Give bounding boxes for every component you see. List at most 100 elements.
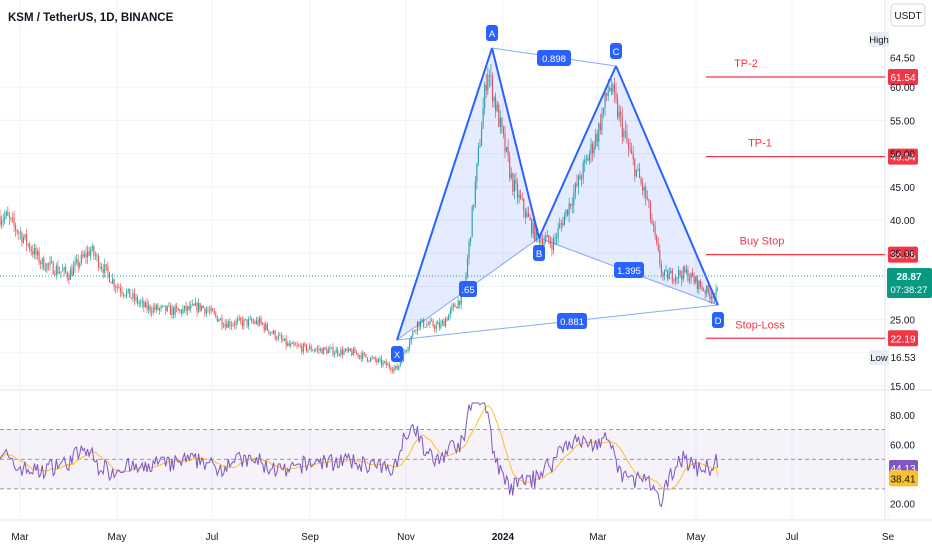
candle-body	[321, 348, 323, 354]
candle-body	[667, 270, 669, 280]
candle-body	[2, 219, 4, 222]
candle-body	[276, 338, 278, 340]
candle-body	[185, 305, 187, 311]
candle-body	[277, 335, 279, 340]
candle-body	[327, 349, 329, 354]
price-tick: 45.00	[890, 183, 915, 194]
candle-body	[709, 292, 711, 299]
candle-body	[61, 270, 64, 272]
candle-body	[351, 351, 353, 356]
candle-body	[266, 323, 268, 331]
candle-body	[649, 201, 651, 219]
candle-body	[693, 276, 695, 283]
candle-body	[60, 271, 62, 273]
candle-body	[99, 267, 101, 269]
candle-body	[513, 179, 515, 192]
candle-body	[165, 305, 167, 312]
candle-body	[1, 221, 3, 225]
candle-body	[446, 318, 448, 321]
pattern-labels: X A B C D 0.898 1.395 0.881 .65	[391, 25, 724, 362]
candle-body	[205, 310, 207, 314]
candle-body	[548, 235, 550, 242]
candle-body	[499, 117, 501, 127]
candle-body	[629, 147, 631, 151]
candle-body	[119, 288, 121, 292]
candle-body	[393, 367, 395, 372]
candle-body	[534, 222, 536, 241]
candle-body	[76, 259, 78, 263]
candle-body	[226, 323, 228, 328]
candle-body	[215, 313, 217, 317]
candle-body	[127, 288, 129, 292]
candle-body	[334, 352, 336, 355]
candle-body	[82, 254, 84, 257]
candle-body	[337, 349, 339, 355]
candle-body	[567, 209, 569, 216]
candle-body	[29, 244, 31, 250]
candle-body	[696, 276, 698, 289]
candle-body	[221, 318, 223, 326]
candle-body	[151, 311, 153, 313]
candle-body	[599, 123, 601, 131]
high-label-box	[869, 32, 889, 47]
candle-body	[571, 204, 573, 207]
candle-body	[471, 206, 473, 238]
candle-body	[568, 203, 570, 216]
candle-body	[710, 296, 712, 299]
candle-body	[104, 264, 106, 274]
candle-body	[301, 346, 303, 352]
candle-body	[158, 308, 161, 310]
candle-body	[588, 153, 590, 161]
candle-body	[646, 197, 648, 200]
candle-body	[366, 357, 368, 361]
candle-body	[362, 352, 364, 360]
candle-body	[13, 217, 15, 226]
candle-body	[398, 365, 400, 370]
candle-body	[32, 251, 34, 255]
candle-body	[640, 178, 642, 184]
candle-body	[304, 343, 306, 345]
candle-body	[182, 309, 184, 314]
rsi-tick: 60.00	[890, 440, 915, 451]
candle-body	[490, 75, 492, 77]
candle-body	[699, 280, 701, 287]
candle-body	[44, 269, 46, 271]
candle-body	[233, 324, 236, 326]
candle-body	[634, 159, 636, 177]
candle-body	[512, 173, 514, 192]
candle-body	[521, 198, 523, 200]
candle-body	[219, 318, 222, 321]
candle-body	[592, 143, 594, 154]
candle-body	[556, 237, 558, 239]
rsi-tick: 80.00	[890, 411, 915, 422]
candle-body	[293, 342, 295, 345]
pattern-ratio-box	[537, 50, 571, 66]
candle-body	[230, 325, 232, 327]
candle-body	[437, 322, 439, 325]
pattern-leg-cd	[615, 65, 719, 306]
currency-box[interactable]	[890, 3, 926, 27]
candle-body	[388, 364, 390, 368]
candle-body	[360, 355, 362, 360]
candle-body	[271, 332, 273, 334]
candle-body	[413, 331, 415, 332]
level-label: Buy Stop	[740, 236, 785, 248]
candle-body	[318, 348, 320, 351]
candle-body	[146, 302, 148, 310]
candle-body	[212, 308, 214, 312]
candle-body	[457, 300, 459, 309]
candle-body	[712, 296, 714, 299]
candle-body	[676, 277, 678, 278]
candle-body	[387, 364, 389, 366]
candle-body	[69, 269, 71, 280]
candle-body	[415, 330, 417, 332]
candle-body	[368, 360, 370, 362]
candle-body	[15, 225, 17, 231]
candle-body	[430, 320, 433, 322]
candle-body	[324, 347, 326, 350]
candle-body	[154, 307, 156, 310]
rsi-pane	[0, 402, 885, 508]
candle-body	[349, 348, 351, 352]
time-label: May	[687, 532, 706, 543]
